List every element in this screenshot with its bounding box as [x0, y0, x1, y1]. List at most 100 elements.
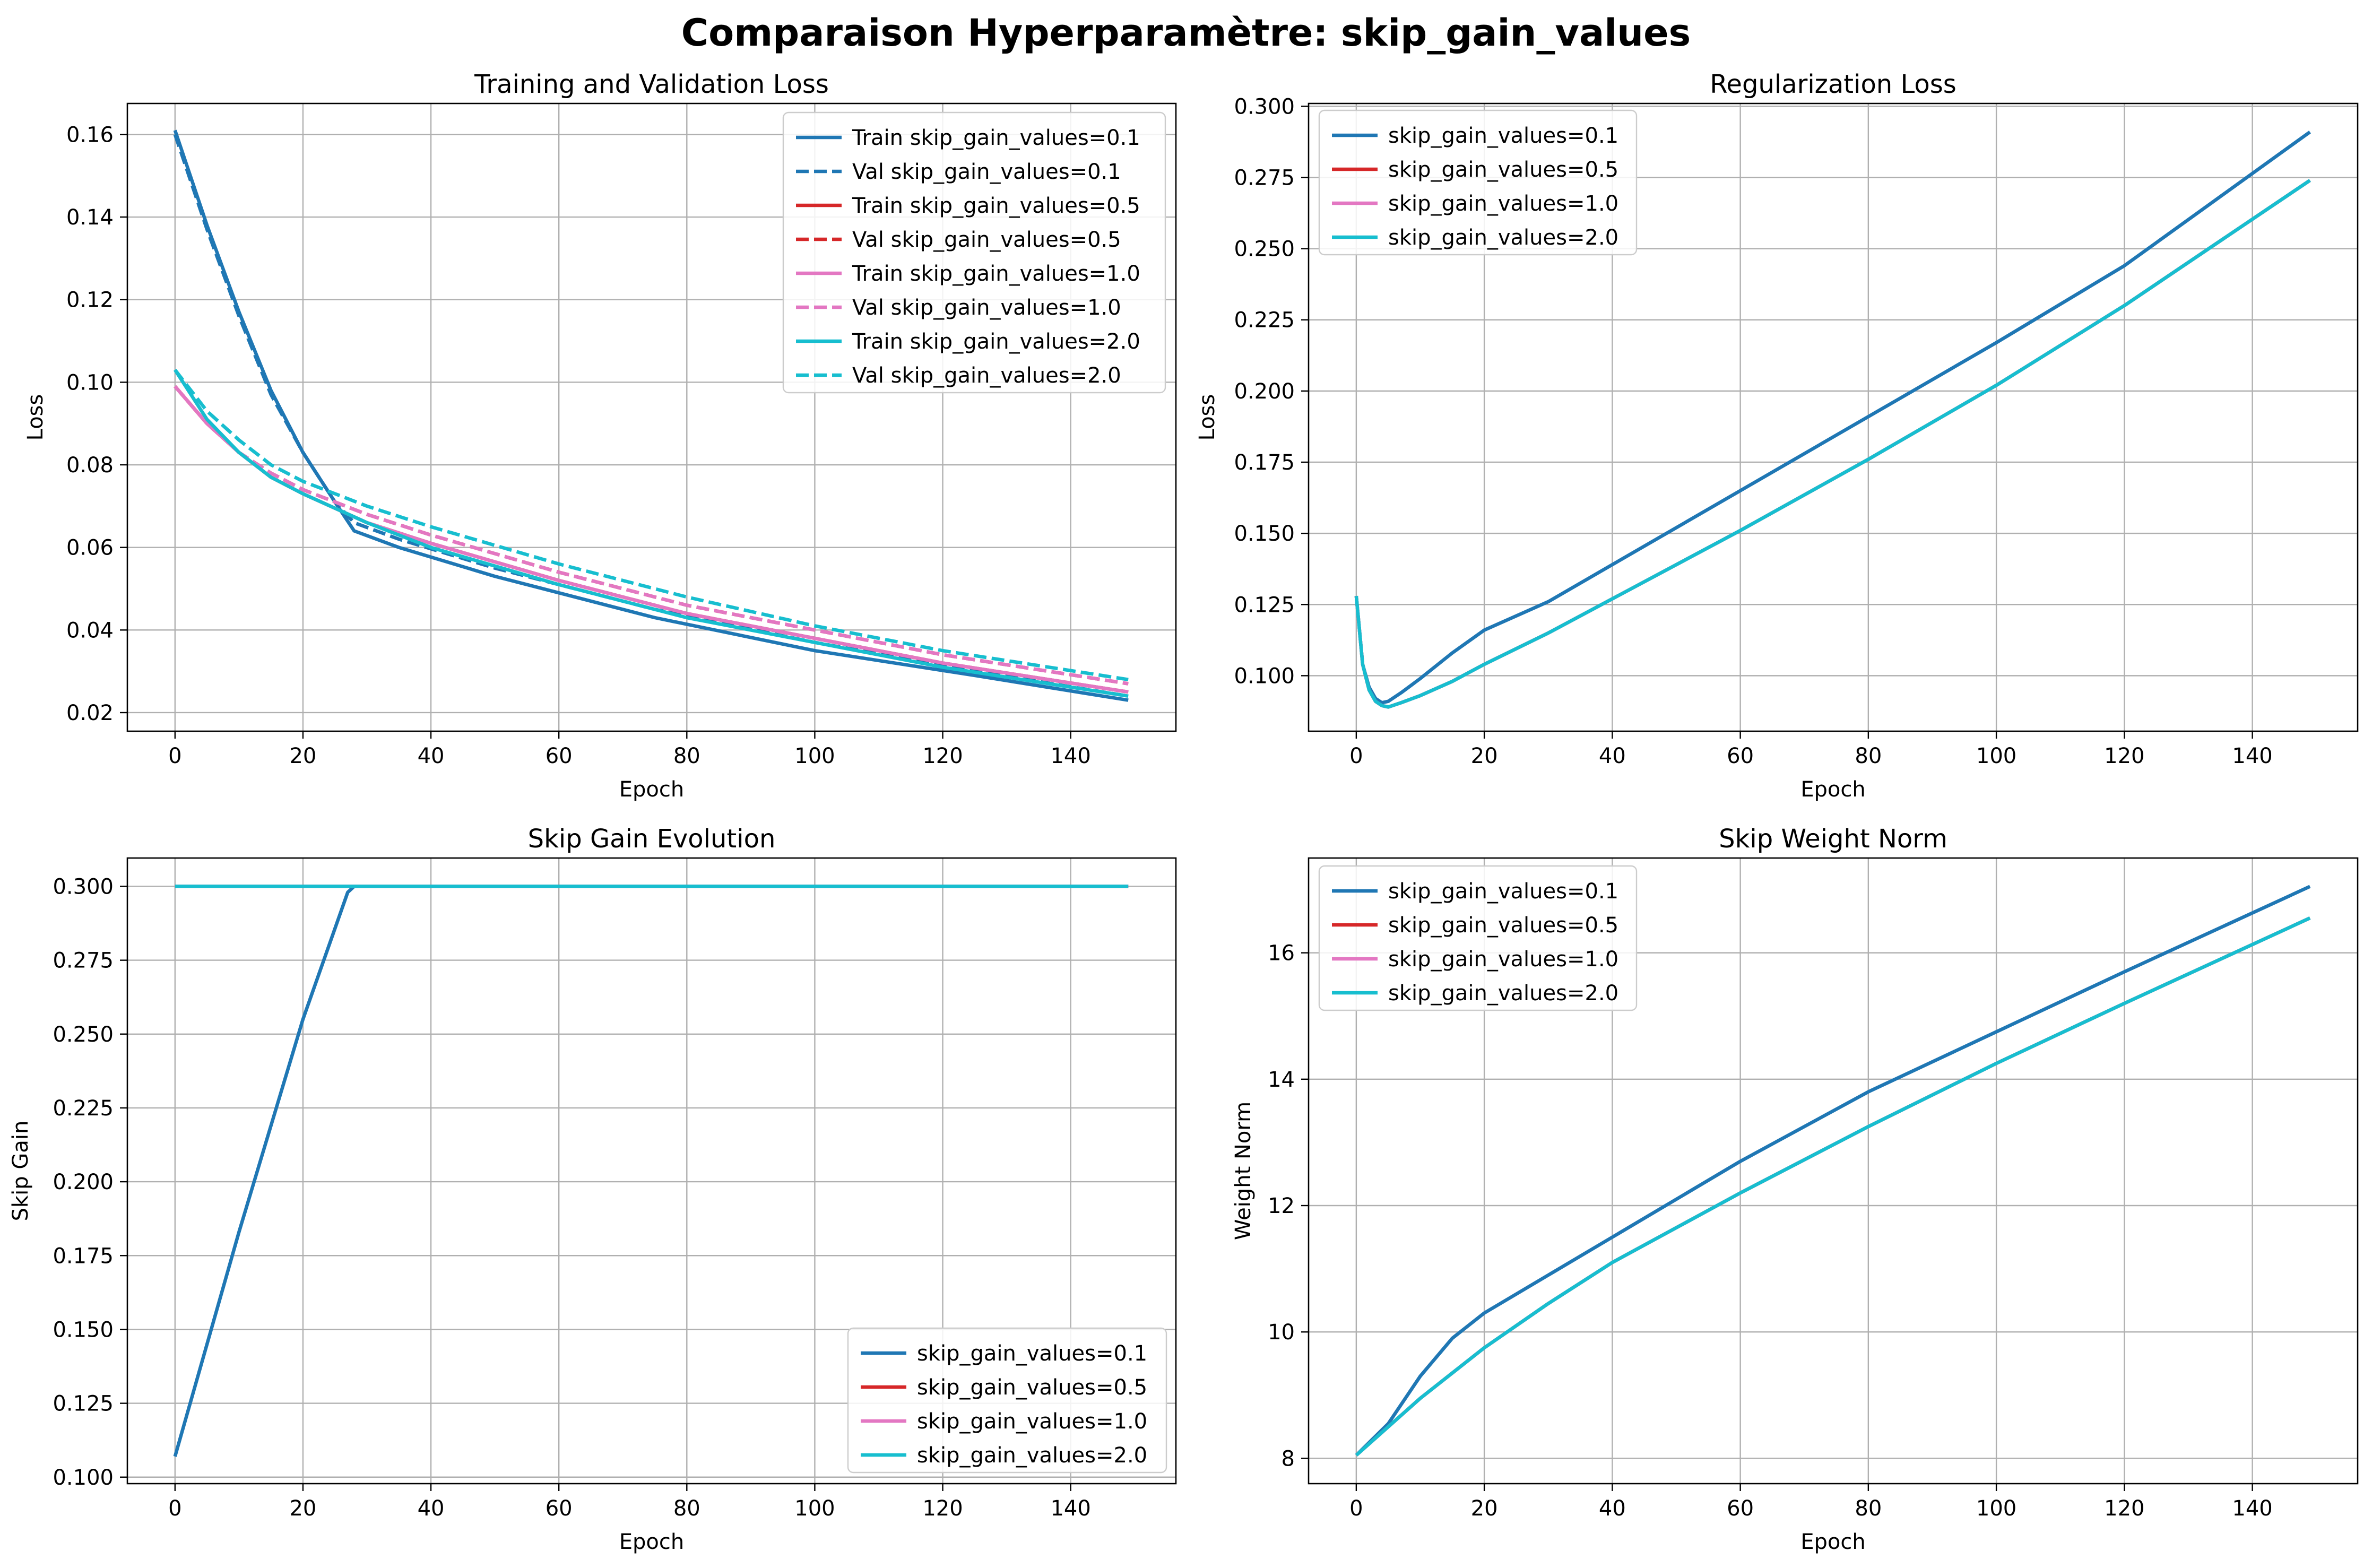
- x-tick-label: 60: [546, 744, 573, 768]
- subplot-gain: 0 20 40 60 80 100 120 140 0.100 0.125 0.150 0.175 0.…: [8, 824, 1177, 1554]
- x-tick-label: 40: [418, 744, 445, 768]
- subplot-title: Training and Validation Loss: [474, 70, 829, 99]
- legend-label: skip_gain_values=0.1: [1388, 124, 1618, 148]
- series-line-loss-5: [174, 385, 1129, 686]
- series-line-loss-3: [174, 385, 1129, 686]
- x-tick-label: 120: [2104, 1496, 2144, 1521]
- legend-label: Train skip_gain_values=0.1: [852, 126, 1140, 150]
- series-line-loss-4: [174, 385, 1129, 694]
- figure-title: Comparaison Hyperparamètre: skip_gain_va…: [681, 11, 1691, 55]
- series-line-reg-2: [1354, 179, 2311, 709]
- legend-label: Train skip_gain_values=0.5: [852, 194, 1140, 218]
- x-tick-label: 40: [418, 1496, 445, 1521]
- x-tick-label: 20: [289, 744, 316, 768]
- legend-label: Train skip_gain_values=2.0: [852, 330, 1140, 354]
- y-tick-label: 0.10: [66, 370, 114, 395]
- axes-frame: [126, 102, 1177, 732]
- y-tick-label: 0.14: [66, 205, 114, 230]
- series-line-loss-6: [174, 369, 1129, 698]
- series-group: [1355, 885, 2311, 1457]
- y-tick-label: 12: [1268, 1194, 1295, 1218]
- legend-label: Val skip_gain_values=0.5: [852, 228, 1121, 252]
- x-tick-label: 0: [1349, 1496, 1363, 1521]
- x-tick-label: 140: [1050, 744, 1090, 768]
- x-tick-label: 20: [1471, 744, 1498, 768]
- y-tick-label: 0.225: [53, 1096, 114, 1121]
- legend-label: skip_gain_values=0.1: [1388, 879, 1618, 904]
- series-line-loss-7: [174, 369, 1129, 681]
- x-tick-label: 140: [2232, 744, 2272, 768]
- legend-box: [847, 1327, 1167, 1474]
- legend-label: skip_gain_values=2.0: [1388, 226, 1618, 250]
- y-tick-label: 16: [1268, 941, 1295, 966]
- x-tick-label: 60: [546, 1496, 573, 1521]
- y-tick-label: 0.175: [53, 1244, 114, 1268]
- legend-label: skip_gain_values=1.0: [1388, 947, 1618, 972]
- y-tick-label: 10: [1268, 1320, 1295, 1345]
- legend-label: Train skip_gain_values=1.0: [852, 262, 1140, 286]
- y-axis-label: Loss: [23, 394, 48, 441]
- y-tick-label: 0.150: [53, 1318, 114, 1342]
- series-line-norm-0: [1355, 885, 2311, 1457]
- legend-label: skip_gain_values=0.5: [917, 1375, 1147, 1400]
- y-tick-label: 0.16: [66, 123, 114, 147]
- y-tick-label: 0.250: [53, 1023, 114, 1047]
- x-tick-label: 0: [1349, 744, 1363, 768]
- legend-label: skip_gain_values=2.0: [1388, 981, 1618, 1006]
- x-tick-label: 20: [289, 1496, 316, 1521]
- series-line-reg-1: [1354, 179, 2311, 709]
- x-tick-label: 0: [168, 1496, 181, 1521]
- legend-label: Val skip_gain_values=2.0: [852, 363, 1121, 388]
- x-tick-label: 20: [1471, 1496, 1498, 1521]
- y-tick-label: 0.04: [66, 618, 114, 643]
- y-tick-label: 8: [1282, 1446, 1295, 1471]
- y-axis-label: Weight Norm: [1231, 1102, 1256, 1240]
- axes-frame: [1308, 857, 2359, 1485]
- y-tick-label: 0.200: [1234, 379, 1295, 404]
- x-axis-label: Epoch: [1800, 777, 1865, 802]
- y-tick-label: 0.125: [53, 1392, 114, 1416]
- series-line-reg-3: [1354, 179, 2311, 709]
- x-tick-label: 40: [1599, 1496, 1626, 1521]
- x-tick-label: 120: [922, 1496, 963, 1521]
- subplot-reg: 0 20 40 60 80 100 120 140 0.100 0.125 0.150 0.175 0.…: [1195, 70, 2359, 802]
- series-group: [1354, 131, 2312, 709]
- series-line-loss-2: [174, 385, 1129, 694]
- subplot-norm: 0 20 40 60 80 100 120 140 8 10 12 14 16 Skip Weight N…: [1231, 824, 2359, 1554]
- x-tick-label: 80: [1855, 1496, 1882, 1521]
- y-tick-label: 0.100: [1234, 664, 1295, 688]
- x-tick-label: 40: [1599, 744, 1626, 768]
- y-axis-label: Loss: [1195, 394, 1219, 441]
- y-tick-label: 0.02: [66, 701, 114, 725]
- y-tick-label: 0.08: [66, 453, 114, 478]
- y-tick-label: 0.200: [53, 1170, 114, 1194]
- x-tick-label: 0: [168, 744, 181, 768]
- x-tick-label: 100: [1976, 1496, 2016, 1521]
- x-tick-label: 80: [673, 744, 700, 768]
- y-tick-label: 0.175: [1234, 451, 1295, 475]
- y-tick-label: 0.250: [1234, 237, 1295, 262]
- x-tick-label: 120: [2104, 744, 2144, 768]
- x-tick-label: 120: [922, 744, 963, 768]
- x-tick-label: 100: [794, 1496, 835, 1521]
- x-tick-label: 60: [1727, 744, 1754, 768]
- y-tick-label: 0.275: [1234, 166, 1295, 190]
- y-tick-label: 0.150: [1234, 522, 1295, 546]
- y-tick-label: 0.100: [53, 1466, 114, 1490]
- legend: skip_gain_values=0.1 skip_gain_values=0.5…: [1318, 109, 1638, 256]
- subplot-title: Skip Gain Evolution: [528, 824, 776, 854]
- legend-box: [1318, 865, 1638, 1011]
- axes-frame: [126, 857, 1177, 1485]
- y-tick-label: 0.275: [53, 949, 114, 973]
- y-axis-label: Skip Gain: [8, 1121, 33, 1222]
- series-group: [173, 129, 1129, 702]
- legend-label: skip_gain_values=0.1: [917, 1341, 1147, 1366]
- series-group: [173, 885, 1129, 1457]
- x-axis-label: Epoch: [619, 1530, 684, 1554]
- y-tick-label: 14: [1268, 1068, 1295, 1092]
- legend-label: skip_gain_values=2.0: [917, 1443, 1147, 1468]
- series-line-norm-3: [1355, 916, 2311, 1457]
- legend: Train skip_gain_values=0.1 Val skip_gain_…: [782, 111, 1166, 394]
